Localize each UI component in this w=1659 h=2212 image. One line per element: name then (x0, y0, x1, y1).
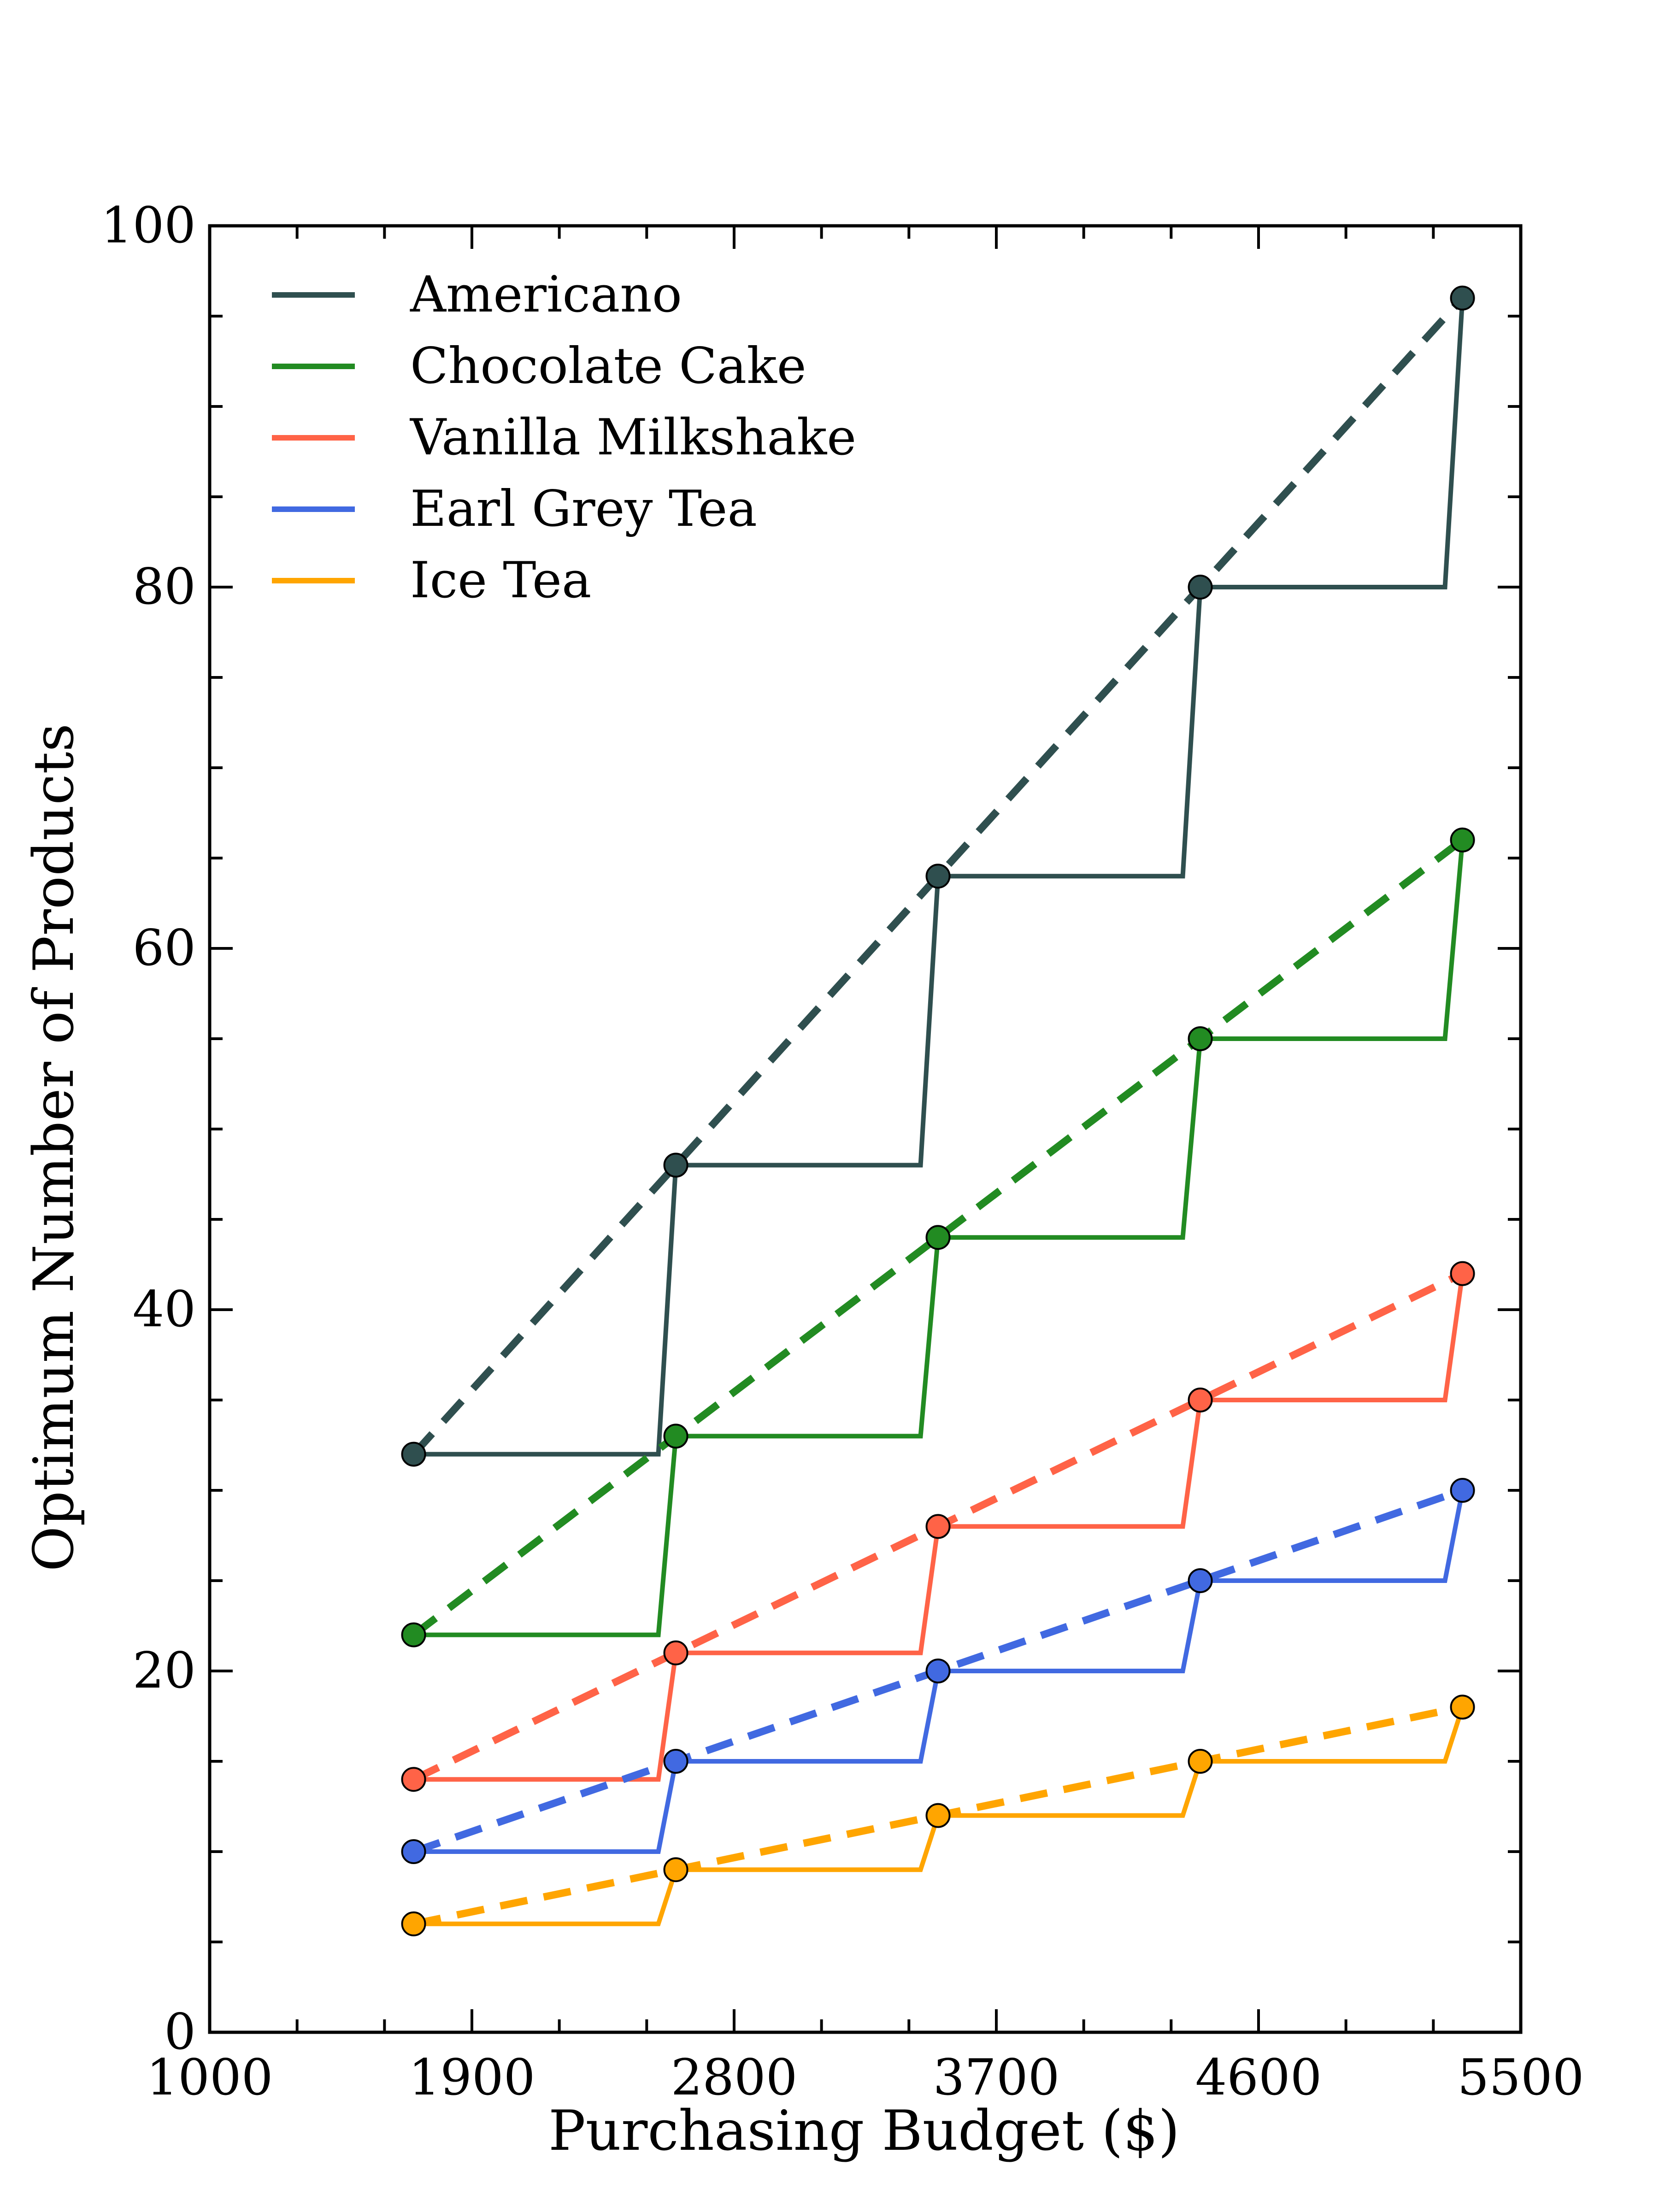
x-tick-label: 4600 (1195, 2049, 1322, 2106)
legend: Americano Chocolate Cake Vanilla Milkshake… (272, 266, 856, 609)
legend-label: Vanilla Milkshake (409, 409, 856, 466)
data-point-americano (401, 1441, 426, 1467)
data-point-ice-tea (1450, 1694, 1475, 1720)
data-point-chocolate-cake (1450, 827, 1475, 853)
data-point-earl-grey-tea (1450, 1478, 1475, 1503)
y-tick-label: 40 (133, 1281, 196, 1338)
data-point-americano (663, 1153, 688, 1178)
data-point-chocolate-cake (1188, 1026, 1213, 1051)
data-point-chocolate-cake (925, 1225, 951, 1250)
y-tick-label: 80 (133, 558, 196, 616)
tick-labels: 1000 1900 2800 3700 4600 5500 0 20 40 60 80 100 (101, 197, 1584, 2106)
data-point-earl-grey-tea (1188, 1568, 1213, 1593)
data-point-earl-grey-tea (925, 1659, 951, 1683)
x-tick-label: 3700 (933, 2049, 1060, 2106)
y-tick-label: 20 (133, 1642, 196, 1700)
y-tick-label: 0 (164, 2003, 196, 2061)
trend-line-americano (411, 295, 1465, 1457)
legend-label: Ice Tea (410, 552, 591, 609)
x-tick-label: 1000 (147, 2049, 273, 2106)
data-point-americano (1450, 285, 1475, 311)
data-point-ice-tea (663, 1857, 688, 1883)
data-point-americano (1188, 575, 1213, 600)
x-tick-label: 2800 (671, 2049, 798, 2106)
data-point-vanilla-milkshake (925, 1514, 951, 1539)
data-point-earl-grey-tea (663, 1749, 688, 1774)
data-point-vanilla-milkshake (1188, 1388, 1213, 1412)
legend-label: Americano (410, 266, 682, 324)
data-point-ice-tea (1188, 1749, 1213, 1774)
x-tick-label: 1900 (409, 2049, 535, 2106)
data-point-vanilla-milkshake (1450, 1261, 1475, 1286)
data-point-ice-tea (925, 1803, 951, 1828)
series-markers (401, 285, 1475, 1936)
data-point-chocolate-cake (401, 1622, 426, 1647)
x-tick-label: 5500 (1458, 2049, 1584, 2106)
data-point-chocolate-cake (663, 1424, 688, 1449)
legend-label: Chocolate Cake (410, 337, 806, 395)
legend-label: Earl Grey Tea (410, 480, 757, 538)
data-point-americano (925, 864, 951, 889)
x-axis-label: Purchasing Budget ($) (548, 2099, 1180, 2163)
axis-ticks (208, 224, 1522, 2034)
data-point-vanilla-milkshake (401, 1767, 426, 1792)
y-axis-label: Optimum Number of Products (22, 724, 86, 1572)
data-point-earl-grey-tea (401, 1839, 426, 1864)
data-point-vanilla-milkshake (663, 1640, 688, 1665)
data-point-ice-tea (401, 1911, 426, 1936)
y-tick-label: 60 (133, 919, 196, 977)
y-tick-label: 100 (101, 197, 196, 254)
